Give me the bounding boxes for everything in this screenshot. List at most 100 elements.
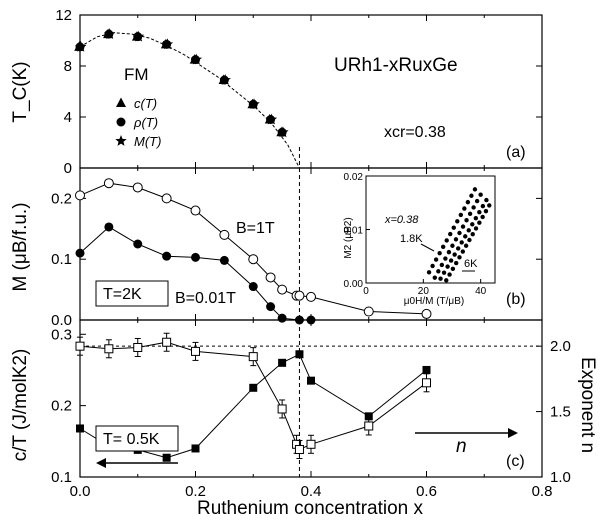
panel-c-x-tick-label: 0.6 — [416, 483, 437, 500]
panel-c-point-open-square — [364, 421, 374, 431]
panel-b-point-open-circle — [75, 190, 85, 201]
panel-b-tag: (b) — [506, 291, 526, 308]
panel-c-point-filled-square — [76, 424, 84, 433]
inset-isotherm-point — [448, 258, 454, 263]
panel-c-left-arrow-head — [96, 458, 106, 468]
panel-c-x-tick-label: 0.0 — [70, 483, 91, 500]
inset-isotherm-point — [470, 222, 475, 227]
panel-a-y-tick-label: 4 — [64, 109, 72, 126]
panel-c-point-filled-square — [249, 383, 258, 392]
panel-a-legend-mt: M(T) — [134, 134, 161, 149]
panel-b-y-tick-label: 0.2 — [51, 190, 72, 207]
panel-a-ylabel: T_C(K) — [10, 61, 31, 122]
panel-b-point-filled-circle — [104, 222, 114, 232]
inset-isotherm-point — [477, 209, 482, 215]
panel-b-point-filled-circle — [162, 251, 172, 261]
inset-isotherm-point — [430, 263, 435, 269]
panel-b-point-open-circle — [190, 205, 201, 216]
inset-isotherm-point — [457, 230, 462, 236]
inset-x-tick-label: 40 — [475, 286, 487, 297]
panel-c-y-tick-label: 0.1 — [51, 469, 72, 486]
inset-isotherm-point — [452, 252, 457, 257]
panel-c-x-tick-label: 0.4 — [301, 483, 322, 500]
panel-c-y2-tick-label: 1.0 — [550, 469, 571, 486]
panel-c-point-filled-square — [278, 358, 287, 367]
panel-b-b1t-label: B=1T — [236, 220, 275, 237]
inset-isotherm-point — [474, 198, 480, 204]
inset-6k-label: 6K — [464, 258, 478, 270]
panel-b-point-filled-circle — [133, 239, 143, 249]
panel-c-point-filled-square — [162, 453, 171, 462]
panel-a-point-star — [132, 30, 145, 42]
inset-isotherm-point — [453, 237, 459, 242]
inset-isotherm-point — [480, 203, 486, 209]
panel-c-point-open-square — [294, 445, 304, 455]
panel-b-temperature-box — [95, 280, 169, 307]
inset-y-tick-label: 0.02 — [344, 172, 364, 183]
panel-a-y-tick-label: 12 — [55, 7, 72, 24]
inset-isotherm-point — [460, 224, 466, 229]
inset-x-tick-label: 20 — [418, 286, 430, 297]
panel-c-ylabel: c/T (J/molK2) — [10, 349, 31, 462]
inset-isotherm-point — [480, 214, 485, 220]
panel-c-y2-tick-label: 1.5 — [550, 404, 571, 421]
inset-isotherm-point — [436, 269, 441, 274]
inset-isotherm-point — [457, 255, 462, 260]
inset-x-label: x=0.38 — [384, 214, 419, 226]
inset-isotherm-point — [470, 232, 475, 237]
panel-b-point-open-circle — [103, 178, 114, 189]
panel-c-point-open-square — [277, 404, 287, 414]
panel-b-point-filled-circle — [266, 302, 276, 312]
panel-a-tag: (a) — [506, 144, 526, 161]
panel-b-point-open-circle — [294, 290, 305, 301]
inset-isotherm-point — [443, 256, 448, 261]
inset-isotherm-point — [433, 257, 439, 262]
inset-isotherm-point — [446, 249, 452, 255]
inset-isotherm-point — [438, 276, 443, 281]
panel-a-legend-marker-triangle — [116, 97, 126, 107]
panel-c-point-filled-square — [191, 444, 200, 453]
inset-isotherm-point — [455, 246, 461, 251]
panel-c-point-filled-square — [364, 412, 373, 421]
panel-c-point-open-square — [422, 378, 431, 388]
panel-b: 0.0 0.1 0.2 0 20 40 0.00 0.01 0.02 — [51, 167, 543, 329]
inset-isotherm-point — [440, 244, 446, 249]
panel-c-point-open-square — [162, 337, 172, 347]
panel-b-point-filled-circle — [248, 282, 258, 292]
x-axis-label: Ruthenium concentration x — [197, 498, 424, 519]
panel-b-temperature-label: T=2K — [103, 286, 142, 303]
panel-a-critical-label: xcr=0.38 — [384, 124, 446, 141]
inset-isotherm-point — [453, 260, 459, 266]
panel-c-point-filled-square — [307, 376, 315, 385]
inset-isotherm-point — [441, 270, 447, 275]
inset-isotherm-point — [450, 266, 456, 272]
panel-a-point-star — [75, 40, 87, 52]
panel-c-temperature-box — [95, 425, 179, 452]
panel-b-point-open-circle — [277, 284, 288, 295]
panel-b-point-open-circle — [132, 182, 143, 193]
panel-c-point-filled-square — [295, 350, 304, 359]
panel-b-point-open-circle — [265, 272, 276, 283]
inset-isotherm-point — [473, 226, 479, 231]
inset-y-tick-label: 0.01 — [344, 226, 364, 237]
panel-c-y-tick-label: 0.2 — [51, 398, 72, 415]
panel-c-exponent-label: n — [456, 436, 467, 457]
inset-isotherm-point — [455, 219, 460, 224]
inset-isotherm-point — [439, 262, 445, 268]
panel-c-y2label: Exponent n — [577, 357, 598, 453]
panel-c-point-open-square — [75, 341, 85, 351]
inset-isotherm-point — [451, 225, 456, 230]
inset-isotherm-point — [478, 192, 483, 197]
inset-isotherm-point — [426, 270, 432, 275]
panel-a-legend-marker-circle — [116, 117, 126, 127]
panel-b-point-open-circle — [248, 254, 259, 265]
panel-c-point-open-square — [191, 346, 200, 356]
panel-a-y-tick-label: 8 — [64, 58, 72, 75]
panel-a-legend-rho: ρ(T) — [133, 115, 158, 130]
panel-a-point-star — [190, 53, 202, 65]
panel-b-point-open-circle — [363, 306, 374, 317]
panel-b-b001t-label: B=0.01T — [175, 290, 236, 307]
inset-isotherm-point — [466, 228, 471, 233]
inset-ylabel: M2 (μB2) — [343, 217, 354, 258]
